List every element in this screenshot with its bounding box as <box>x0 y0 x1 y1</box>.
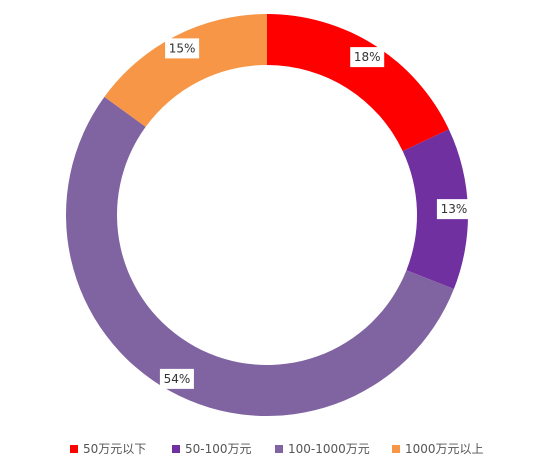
legend-item-3: 100-1000万元 <box>275 442 370 456</box>
data-label-text-3: 54% <box>164 372 191 386</box>
legend-swatch-1 <box>70 445 78 453</box>
legend-swatch-2 <box>172 445 180 453</box>
legend-item-1: 50万元以下 <box>70 442 146 456</box>
slice-3 <box>65 96 454 416</box>
data-label-3: 54% <box>159 368 194 389</box>
legend-label-4: 1000万元以上 <box>405 442 484 456</box>
data-label-text-2: 13% <box>441 202 468 216</box>
legend-item-2: 50-100万元 <box>172 442 252 456</box>
data-label-4: 15% <box>165 38 200 59</box>
legend-swatch-3 <box>275 445 283 453</box>
legend-label-2: 50-100万元 <box>185 442 252 456</box>
data-label-box-1 <box>350 47 385 68</box>
legend: 50万元以下 50-100万元 100-1000万元 1000万元以上 <box>70 442 484 456</box>
slice-2 <box>402 129 468 289</box>
data-label-text-1: 18% <box>354 50 381 64</box>
slice-4 <box>104 14 268 127</box>
data-label-1: 18% <box>350 47 385 68</box>
data-label-box-2 <box>436 199 471 220</box>
data-label-box-4 <box>165 38 200 59</box>
legend-item-4: 1000万元以上 <box>392 442 484 456</box>
legend-swatch-4 <box>392 445 400 453</box>
legend-label-1: 50万元以下 <box>83 442 146 456</box>
data-label-2: 13% <box>436 199 471 220</box>
data-label-box-3 <box>159 368 194 389</box>
donut-slices <box>65 14 468 416</box>
slice-1 <box>267 14 449 152</box>
data-labels: 18% 13% 54% 15% <box>159 38 471 389</box>
data-label-text-4: 15% <box>169 41 196 55</box>
legend-label-3: 100-1000万元 <box>288 442 370 456</box>
